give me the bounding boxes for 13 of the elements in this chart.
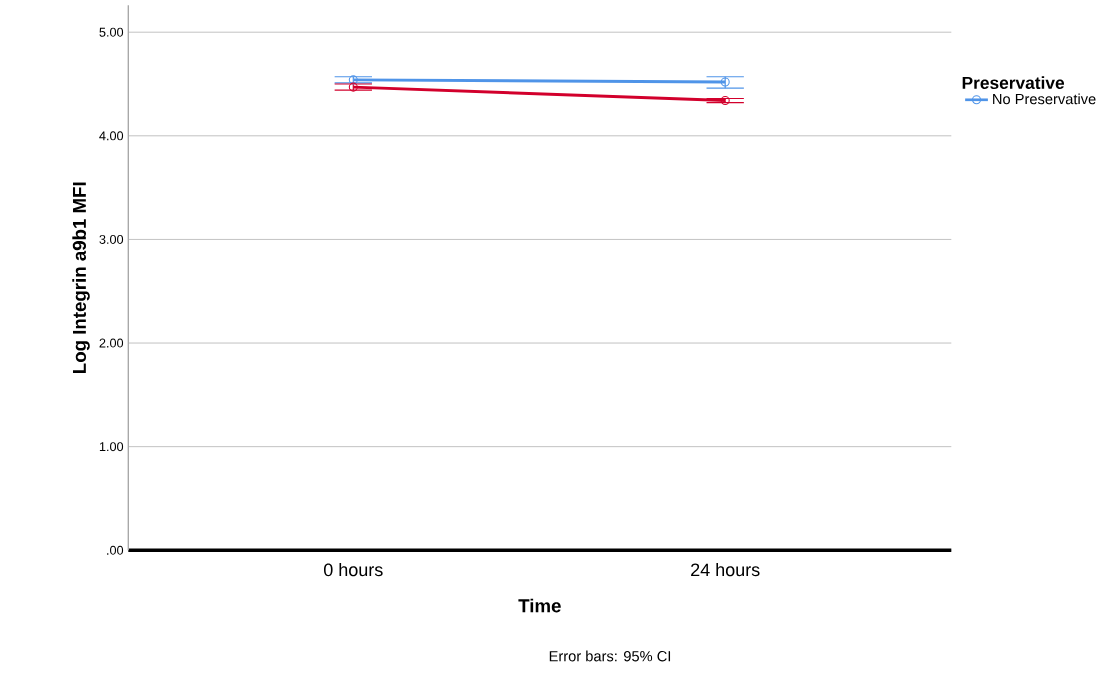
y-tick-label: 4.00 [99,131,124,141]
x-tick-label: 0 hours [323,562,383,577]
legend-title: Preservative [962,76,1065,89]
legend-label: No Preservative [993,93,1096,105]
y-tick-label: .00 [107,545,124,555]
x-tick-label: 24 hours [691,562,760,577]
y-tick-label: 5.00 [99,27,124,37]
y-tick-label: 2.00 [99,338,124,348]
y-tick-label: 1.00 [99,442,124,452]
x-axis-title: Time [518,598,561,613]
y-tick-label: 3.00 [99,234,124,244]
text: Error bars: 95% CI [549,650,671,662]
y-axis-title: Log Integrin a9b1 MFI [72,182,90,373]
